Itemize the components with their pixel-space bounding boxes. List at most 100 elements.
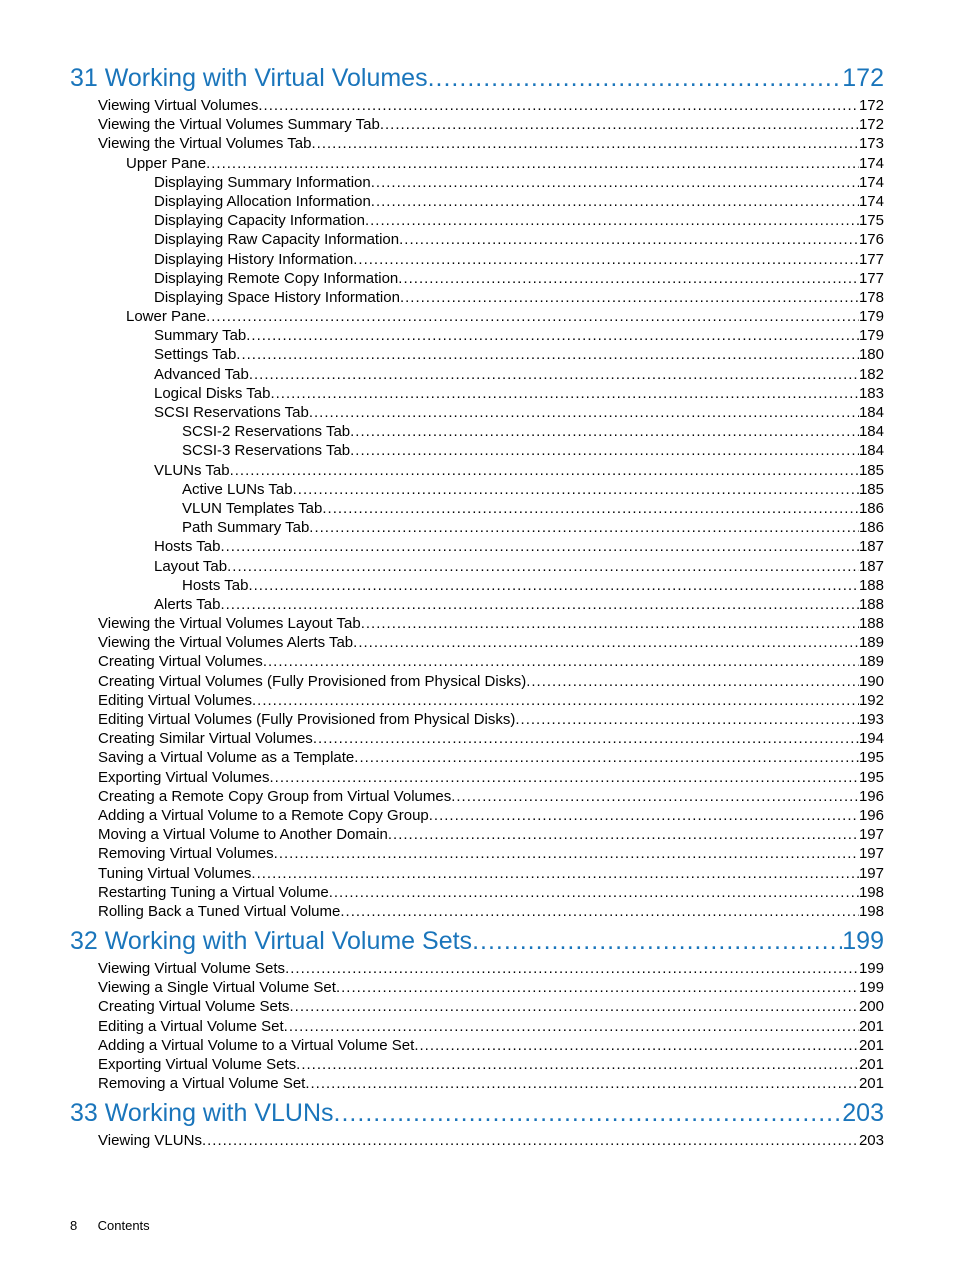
toc-entry[interactable]: Tuning Virtual Volumes..................… (70, 864, 884, 883)
toc-entry[interactable]: Lower Pane..............................… (70, 307, 884, 326)
toc-entry[interactable]: Creating Virtual Volume Sets............… (70, 997, 884, 1016)
toc-entry[interactable]: Removing a Virtual Volume Set...........… (70, 1074, 884, 1093)
toc-entry[interactable]: Advanced Tab............................… (70, 365, 884, 384)
toc-entry[interactable]: Path Summary Tab........................… (70, 518, 884, 537)
toc-leader-dots: ........................................… (248, 576, 859, 595)
toc-entry-page: 201 (859, 1017, 884, 1036)
toc-entry[interactable]: Displaying Summary Information..........… (70, 173, 884, 192)
toc-entry[interactable]: Displaying Capacity Information.........… (70, 211, 884, 230)
toc-leader-dots: ........................................… (414, 1036, 859, 1055)
toc-entry[interactable]: Exporting Virtual Volume Sets...........… (70, 1055, 884, 1074)
toc-entry[interactable]: VLUNs Tab...............................… (70, 461, 884, 480)
table-of-contents: 31 Working with Virtual Volumes.........… (70, 62, 884, 1151)
toc-leader-dots: ........................................… (230, 461, 859, 480)
toc-entry-page: 185 (859, 461, 884, 480)
toc-entry[interactable]: Upper Pane..............................… (70, 154, 884, 173)
toc-entry-title: Displaying Space History Information (154, 288, 400, 307)
toc-entry-page: 180 (859, 345, 884, 364)
toc-leader-dots: ........................................… (380, 115, 859, 134)
toc-entry-page: 184 (859, 403, 884, 422)
toc-leader-dots: ........................................… (252, 691, 859, 710)
toc-entry[interactable]: Displaying Space History Information....… (70, 288, 884, 307)
toc-entry[interactable]: Alerts Tab..............................… (70, 595, 884, 614)
toc-entry-title: VLUN Templates Tab (182, 499, 322, 518)
toc-entry-title: Viewing the Virtual Volumes Tab (98, 134, 311, 153)
toc-entry[interactable]: Summary Tab.............................… (70, 326, 884, 345)
toc-entry[interactable]: Removing Virtual Volumes................… (70, 844, 884, 863)
toc-leader-dots: ........................................… (371, 192, 859, 211)
toc-entry[interactable]: Displaying Allocation Information.......… (70, 192, 884, 211)
toc-entry-title: Summary Tab (154, 326, 246, 345)
toc-entry[interactable]: Editing Virtual Volumes.................… (70, 691, 884, 710)
toc-entry[interactable]: Viewing the Virtual Volumes Layout Tab..… (70, 614, 884, 633)
toc-entry[interactable]: Viewing the Virtual Volumes Alerts Tab..… (70, 633, 884, 652)
toc-entry-title: SCSI-2 Reservations Tab (182, 422, 350, 441)
toc-entry[interactable]: Viewing VLUNs...........................… (70, 1131, 884, 1150)
toc-entry[interactable]: SCSI Reservations Tab...................… (70, 403, 884, 422)
toc-leader-dots: ........................................… (350, 422, 859, 441)
toc-entry-title: Displaying Allocation Information (154, 192, 371, 211)
toc-entry[interactable]: Viewing Virtual Volumes.................… (70, 96, 884, 115)
toc-entry[interactable]: VLUN Templates Tab......................… (70, 499, 884, 518)
toc-leader-dots: ........................................… (350, 441, 859, 460)
toc-entry[interactable]: Viewing the Virtual Volumes Summary Tab.… (70, 115, 884, 134)
toc-entry[interactable]: Displaying Raw Capacity Information.....… (70, 230, 884, 249)
toc-entry[interactable]: Adding a Virtual Volume to a Virtual Vol… (70, 1036, 884, 1055)
toc-entry-title: Editing a Virtual Volume Set (98, 1017, 284, 1036)
toc-entry[interactable]: Logical Disks Tab.......................… (70, 384, 884, 403)
toc-entry-title: Viewing the Virtual Volumes Alerts Tab (98, 633, 353, 652)
toc-entry-page: 184 (859, 441, 884, 460)
toc-leader-dots: ........................................… (388, 825, 859, 844)
toc-entry-page: 187 (859, 557, 884, 576)
toc-leader-dots: ........................................… (365, 211, 859, 230)
toc-leader-dots: ........................................… (334, 1097, 843, 1129)
toc-entry[interactable]: Adding a Virtual Volume to a Remote Copy… (70, 806, 884, 825)
toc-entry[interactable]: Editing a Virtual Volume Set............… (70, 1017, 884, 1036)
toc-entry[interactable]: Displaying History Information..........… (70, 250, 884, 269)
toc-entry-page: 194 (859, 729, 884, 748)
toc-leader-dots: ........................................… (270, 384, 859, 403)
toc-entry[interactable]: Restarting Tuning a Virtual Volume......… (70, 883, 884, 902)
toc-leader-dots: ........................................… (293, 480, 859, 499)
toc-entry-title: Rolling Back a Tuned Virtual Volume (98, 902, 340, 921)
toc-entry[interactable]: Creating Virtual Volumes (Fully Provisio… (70, 672, 884, 691)
toc-entry-title: Advanced Tab (154, 365, 249, 384)
toc-leader-dots: ........................................… (220, 595, 859, 614)
toc-entry-title: Tuning Virtual Volumes (98, 864, 251, 883)
toc-leader-dots: ........................................… (311, 134, 858, 153)
toc-leader-dots: ........................................… (354, 748, 859, 767)
page-footer: 8 Contents (70, 1218, 150, 1233)
toc-entry[interactable]: Settings Tab............................… (70, 345, 884, 364)
toc-entry[interactable]: 32 Working with Virtual Volume Sets.....… (70, 925, 884, 957)
toc-entry[interactable]: SCSI-2 Reservations Tab.................… (70, 422, 884, 441)
toc-entry[interactable]: Editing Virtual Volumes (Fully Provision… (70, 710, 884, 729)
toc-entry-page: 179 (859, 307, 884, 326)
toc-entry-title: Displaying Capacity Information (154, 211, 365, 230)
toc-entry[interactable]: Creating Similar Virtual Volumes........… (70, 729, 884, 748)
toc-entry[interactable]: Saving a Virtual Volume as a Template...… (70, 748, 884, 767)
toc-entry-title: Restarting Tuning a Virtual Volume (98, 883, 329, 902)
toc-leader-dots: ........................................… (322, 499, 859, 518)
toc-entry[interactable]: Viewing the Virtual Volumes Tab.........… (70, 134, 884, 153)
toc-entry[interactable]: 31 Working with Virtual Volumes.........… (70, 62, 884, 94)
toc-entry-page: 196 (859, 806, 884, 825)
toc-entry[interactable]: Hosts Tab...............................… (70, 537, 884, 556)
toc-entry[interactable]: Rolling Back a Tuned Virtual Volume.....… (70, 902, 884, 921)
toc-entry-title: Creating a Remote Copy Group from Virtua… (98, 787, 451, 806)
toc-entry[interactable]: SCSI-3 Reservations Tab.................… (70, 441, 884, 460)
toc-entry[interactable]: Moving a Virtual Volume to Another Domai… (70, 825, 884, 844)
toc-entry[interactable]: Viewing Virtual Volume Sets.............… (70, 959, 884, 978)
toc-leader-dots: ........................................… (428, 62, 843, 94)
footer-label: Contents (98, 1218, 150, 1233)
toc-entry[interactable]: Hosts Tab...............................… (70, 576, 884, 595)
toc-entry[interactable]: Active LUNs Tab.........................… (70, 480, 884, 499)
toc-entry[interactable]: Layout Tab..............................… (70, 557, 884, 576)
toc-entry[interactable]: 33 Working with VLUNs...................… (70, 1097, 884, 1129)
toc-entry[interactable]: Exporting Virtual Volumes...............… (70, 768, 884, 787)
toc-entry[interactable]: Creating Virtual Volumes................… (70, 652, 884, 671)
toc-entry[interactable]: Viewing a Single Virtual Volume Set.....… (70, 978, 884, 997)
toc-entry[interactable]: Displaying Remote Copy Information......… (70, 269, 884, 288)
toc-entry[interactable]: Creating a Remote Copy Group from Virtua… (70, 787, 884, 806)
toc-entry-title: Hosts Tab (182, 576, 248, 595)
toc-entry-page: 174 (859, 154, 884, 173)
